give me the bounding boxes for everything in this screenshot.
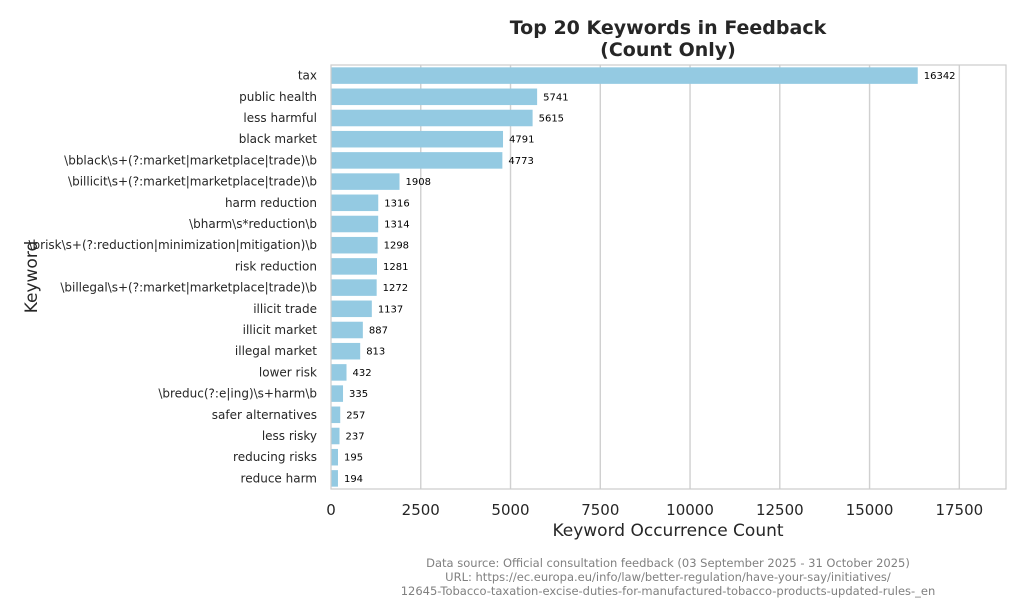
category-label: reduce harm [241,471,317,485]
bar [331,258,377,275]
category-label: black market [239,132,318,146]
bar-value-label: 4773 [508,156,533,167]
category-label: less harmful [243,111,317,125]
category-label: safer alternatives [212,408,317,422]
bar [331,279,377,296]
bar-value-label: 1316 [384,198,409,209]
x-tick-label: 7500 [581,501,619,519]
x-axis-label: Keyword Occurrence Count [552,521,783,541]
category-label: \brisk\s+(?:reduction|minimization|mitig… [28,238,317,252]
bar [331,67,918,84]
x-tick-label: 0 [326,501,336,519]
bar-value-label: 194 [344,474,363,485]
x-tick-label: 5000 [491,501,529,519]
category-labels: tax public health less harmful black market… [28,69,317,486]
bar-value-label: 4791 [509,135,534,146]
category-label: reducing risks [233,450,317,464]
bar-value-label: 16342 [924,71,956,82]
bar-value-label: 1137 [378,304,403,315]
bar [331,300,372,318]
bar [331,385,344,402]
x-tick-label: 10000 [666,501,714,519]
value-labels: 16342 5741 5615 4791 4773 1908 1316 1314 1298 128… [344,71,956,485]
category-label: tax [298,69,317,83]
bar [331,88,538,106]
x-tick-label: 2500 [402,501,440,519]
x-tick-label: 12500 [756,501,804,519]
category-label: illicit market [243,323,318,337]
bar [331,194,379,212]
plot-frame [330,64,1007,490]
bar-value-label: 237 [346,432,365,443]
bar-value-label: 432 [353,368,372,379]
category-label: \billegal\s+(?:market|marketplace|trade)… [60,281,317,295]
x-tick-labels: 0 2500 5000 7500 10000 12500 15000 17500 [326,501,983,519]
footer-url-line-1: URL: https://ec.europa.eu/info/law/bette… [445,570,891,584]
x-tick-label: 15000 [846,501,894,519]
bar-value-label: 1281 [383,262,408,273]
bar-value-label: 813 [366,347,385,358]
category-label: harm reduction [225,196,317,210]
category-label: \breduc(?:e|ing)\s+harm\b [158,387,317,401]
category-label: less risky [262,429,317,443]
category-label: public health [239,90,317,104]
chart-title-line-1: Top 20 Keywords in Feedback [510,17,827,39]
category-label: \billicit\s+(?:market|marketplace|trade)… [68,175,317,189]
bar [331,321,363,339]
bar-value-label: 257 [346,410,365,421]
bar-value-label: 335 [349,389,368,400]
bar-value-label: 1272 [383,283,408,294]
bar [331,406,341,424]
bars [331,67,918,487]
category-label: lower risk [259,365,317,379]
bar [331,364,347,381]
bar [331,342,361,360]
bar [331,152,503,169]
footer-url-line-2: 12645-Tobacco-taxation-excise-duties-for… [401,584,936,598]
bar-value-label: 5615 [539,114,564,125]
category-label: \bblack\s+(?:market|marketplace|trade)\b [64,153,317,167]
bar [331,109,533,127]
grid-lines [420,65,961,489]
category-label: illicit trade [253,302,317,316]
y-axis-label: Keyword [22,241,42,314]
bar-value-label: 1908 [406,177,431,188]
chart-title-line-2: (Count Only) [600,39,736,61]
bar-value-label: 1298 [384,241,409,252]
bar [331,427,340,445]
bar [331,215,379,233]
footer-source: Data source: Official consultation feedb… [426,556,910,570]
bar-value-label: 1314 [384,220,409,231]
bar [331,130,504,148]
category-label: \bharm\s*reduction\b [189,217,317,231]
category-label: illegal market [235,344,317,358]
category-label: risk reduction [235,259,317,273]
bar-value-label: 887 [369,326,388,337]
bar-value-label: 5741 [543,92,568,103]
bar-value-label: 195 [344,453,363,464]
bar [331,448,339,466]
x-tick-label: 17500 [935,501,983,519]
bar [331,236,378,254]
bar [331,173,400,190]
bar [331,470,338,487]
